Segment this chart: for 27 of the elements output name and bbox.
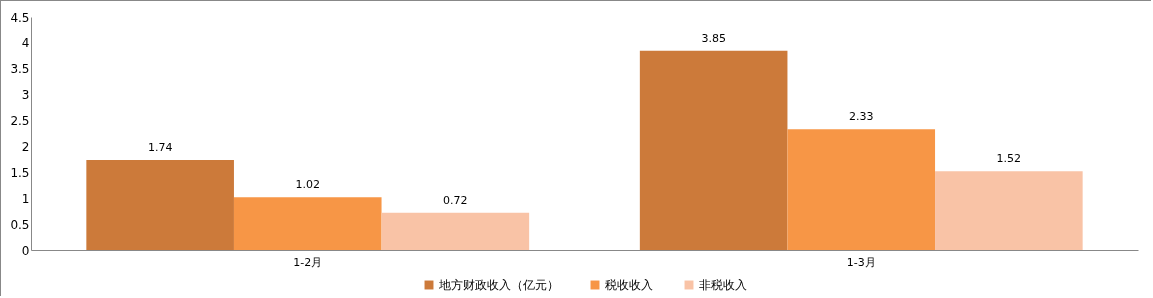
bar <box>86 159 234 250</box>
y-tick-label: 1 <box>21 191 30 206</box>
bar <box>787 129 936 250</box>
bar <box>233 197 382 250</box>
y-tick-label: 3 <box>21 88 30 103</box>
x-tick-label: 1-3月 <box>846 255 876 269</box>
bar <box>381 212 530 250</box>
data-label: 2.33 <box>849 110 874 124</box>
bar <box>639 50 788 250</box>
y-tick-label: 3.5 <box>10 62 30 77</box>
y-tick-label: 1.5 <box>10 165 30 180</box>
legend-label: 非税收入 <box>699 278 747 292</box>
legend-label: 税收收入 <box>605 278 653 292</box>
y-tick-label: 0 <box>21 243 30 258</box>
y-tick-label: 4 <box>21 36 30 51</box>
data-label: 1.74 <box>147 140 173 154</box>
data-label: 0.72 <box>443 193 468 207</box>
legend-label: 地方财政收入（亿元） <box>438 278 559 292</box>
y-tick-label: 4.5 <box>10 10 30 25</box>
y-tick-label: 2 <box>21 139 30 154</box>
bar <box>935 171 1083 250</box>
data-label: 3.85 <box>701 31 726 45</box>
data-label: 1.52 <box>996 152 1022 166</box>
x-tick-label: 1-2月 <box>293 255 323 269</box>
y-tick-label: 2.5 <box>10 114 30 129</box>
y-tick-label: 0.5 <box>10 217 30 232</box>
data-label: 1.02 <box>295 178 320 192</box>
